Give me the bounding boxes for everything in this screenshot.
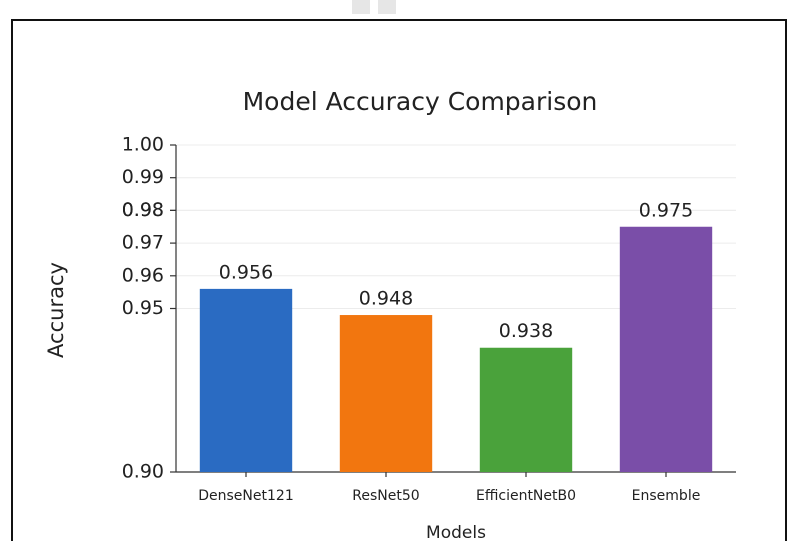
y-tick-label: 0.97 bbox=[122, 232, 164, 254]
y-axis-label: Accuracy bbox=[44, 262, 68, 358]
decoration bbox=[352, 0, 370, 14]
bar bbox=[619, 226, 713, 472]
y-tick-label: 0.98 bbox=[122, 199, 164, 221]
y-tick-label: 0.98 bbox=[122, 199, 164, 221]
chart-title: Model Accuracy Comparison bbox=[243, 87, 598, 116]
x-tick-label: ResNet50 bbox=[352, 488, 419, 504]
decoration bbox=[378, 0, 396, 14]
y-tick-label: 0.95 bbox=[122, 297, 164, 319]
x-tick-label: EfficientNetB0 bbox=[476, 488, 576, 504]
y-tick-label: 0.90 bbox=[122, 461, 164, 483]
value-label: 0.975 bbox=[639, 199, 693, 221]
y-tick-label: 0.96 bbox=[122, 264, 164, 286]
bar bbox=[339, 315, 433, 472]
x-tick-label: DenseNet121 bbox=[198, 488, 293, 504]
bar bbox=[479, 347, 573, 472]
value-label: 0.948 bbox=[359, 288, 413, 310]
x-tick-label: Ensemble bbox=[632, 488, 701, 504]
y-tick-label: 0.99 bbox=[122, 166, 164, 188]
y-tick-label: 1.00 bbox=[122, 134, 164, 156]
x-axis-label: Models bbox=[426, 523, 486, 541]
value-label: 0.938 bbox=[499, 320, 553, 342]
value-label: 0.956 bbox=[219, 261, 273, 283]
bar bbox=[199, 288, 293, 472]
